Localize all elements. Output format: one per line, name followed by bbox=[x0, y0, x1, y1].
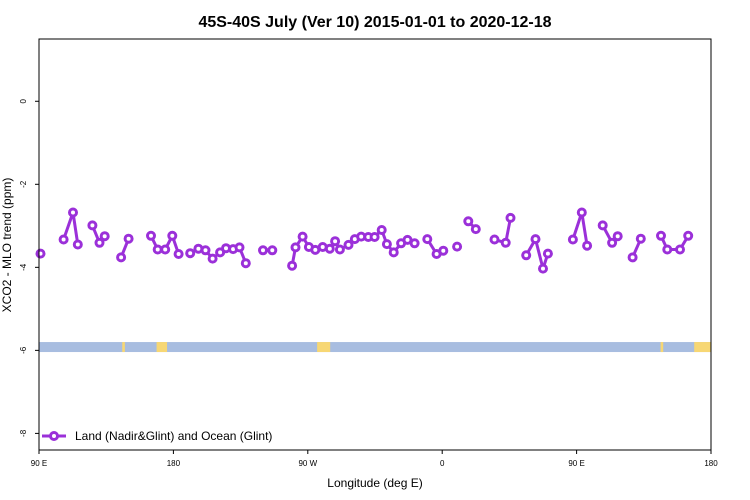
data-point-50 bbox=[470, 224, 481, 235]
data-point-24 bbox=[267, 245, 278, 256]
data-point-9 bbox=[146, 230, 156, 241]
data-point-7 bbox=[116, 252, 127, 263]
data-point-48 bbox=[452, 241, 463, 252]
data-point-64 bbox=[627, 252, 638, 263]
data-point-65 bbox=[635, 233, 646, 244]
data-point-57 bbox=[542, 248, 553, 259]
data-point-4 bbox=[87, 220, 98, 231]
data-point-10 bbox=[152, 244, 163, 255]
data-point-58 bbox=[567, 234, 578, 245]
data-point-34 bbox=[343, 239, 354, 250]
land-patch-0 bbox=[122, 342, 125, 353]
data-point-55 bbox=[530, 234, 541, 245]
x-tick-label-0: 90 E bbox=[31, 459, 47, 468]
series-line-segment-16 bbox=[659, 235, 690, 251]
x-tick-label-2: 90 W bbox=[298, 459, 317, 468]
y-tick-label-0: 0 bbox=[19, 98, 28, 103]
land-patch-3 bbox=[660, 342, 664, 353]
legend-label: Land (Nadir&Glint) and Ocean (Glint) bbox=[75, 429, 272, 443]
surface-band bbox=[39, 342, 711, 353]
data-point-3 bbox=[72, 239, 83, 250]
data-point-39 bbox=[376, 225, 387, 235]
data-point-17 bbox=[207, 253, 218, 264]
data-point-63 bbox=[612, 231, 623, 242]
series-line-segment-12 bbox=[524, 237, 550, 271]
x-tick-label-1: 180 bbox=[167, 459, 181, 468]
legend: Land (Nadir&Glint) and Ocean (Glint) bbox=[42, 429, 272, 443]
data-point-2 bbox=[68, 207, 78, 218]
data-point-68 bbox=[675, 244, 685, 255]
y-tick-label-2: -4 bbox=[19, 263, 28, 271]
data-point-51 bbox=[489, 234, 500, 245]
x-axis-label: Longitude (deg E) bbox=[327, 476, 422, 490]
data-point-66 bbox=[656, 230, 666, 241]
data-point-11 bbox=[160, 244, 171, 255]
data-point-14 bbox=[185, 248, 196, 259]
data-point-1 bbox=[58, 234, 69, 245]
y-axis-label: XCO2 - MLO trend (ppm) bbox=[0, 178, 14, 313]
x-tick-label-3: 0 bbox=[440, 459, 445, 468]
data-point-0 bbox=[35, 248, 46, 259]
x-tick-label-4: 90 E bbox=[568, 459, 584, 468]
data-point-22 bbox=[240, 258, 251, 269]
data-point-54 bbox=[521, 250, 532, 261]
data-point-45 bbox=[422, 234, 433, 245]
data-point-13 bbox=[173, 249, 184, 259]
y-tick-label-4: -8 bbox=[19, 429, 28, 437]
data-point-27 bbox=[297, 231, 308, 242]
x-tick-label-5: 180 bbox=[704, 459, 718, 468]
plot-frame bbox=[38, 38, 712, 451]
y-tick-label-1: -2 bbox=[19, 180, 28, 188]
data-point-62 bbox=[607, 237, 618, 248]
data-point-53 bbox=[505, 212, 516, 223]
data-point-69 bbox=[683, 230, 694, 241]
data-point-49 bbox=[463, 216, 474, 227]
data-point-60 bbox=[582, 240, 593, 251]
axis-layer: 90 E 180 90 W 0 90 E 180 0 -2 -4 -6 -8 bbox=[19, 98, 718, 468]
data-point-59 bbox=[576, 207, 587, 218]
data-point-21 bbox=[234, 242, 245, 253]
data-point-52 bbox=[500, 237, 511, 248]
data-point-32 bbox=[330, 236, 341, 247]
data-point-6 bbox=[99, 231, 110, 242]
data-point-31 bbox=[324, 243, 335, 254]
ocean-band bbox=[39, 342, 711, 353]
legend-marker-swatch bbox=[49, 431, 59, 441]
data-point-23 bbox=[258, 245, 268, 256]
data-point-38 bbox=[369, 232, 380, 242]
data-point-47 bbox=[438, 245, 449, 256]
data-point-26 bbox=[290, 242, 301, 253]
data-point-40 bbox=[381, 239, 392, 250]
y-tick-label-3: -6 bbox=[19, 346, 28, 354]
data-point-5 bbox=[94, 237, 105, 248]
data-point-41 bbox=[388, 247, 399, 258]
data-point-12 bbox=[167, 230, 178, 241]
data-point-25 bbox=[287, 260, 298, 271]
data-point-44 bbox=[409, 238, 420, 249]
data-point-67 bbox=[662, 244, 673, 255]
data-point-16 bbox=[200, 245, 211, 256]
data-point-8 bbox=[123, 233, 134, 244]
series-layer bbox=[35, 207, 694, 274]
data-point-33 bbox=[334, 244, 345, 255]
chart-title: 45S-40S July (Ver 10) 2015-01-01 to 2020… bbox=[198, 14, 551, 31]
land-patch-1 bbox=[156, 342, 168, 353]
land-patch-2 bbox=[317, 342, 331, 353]
data-point-61 bbox=[597, 220, 608, 231]
data-point-56 bbox=[538, 263, 548, 274]
land-patch-4 bbox=[694, 342, 711, 353]
